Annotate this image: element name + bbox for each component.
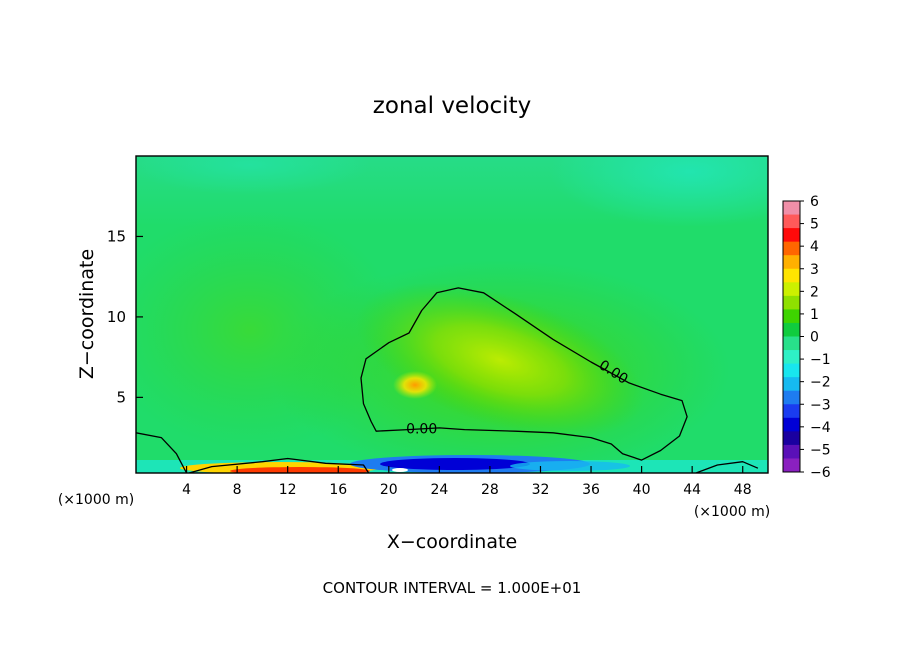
chart-title: zonal velocity bbox=[373, 93, 531, 119]
surface-blue-deep bbox=[380, 458, 530, 470]
x-tick-label: 44 bbox=[683, 482, 701, 498]
colorbar-tick-label: −2 bbox=[810, 375, 831, 391]
x-tick-label: 4 bbox=[182, 482, 191, 498]
colorbar: 6 5 4 3 2 1 0 −1 −2 −3 −4 −5 −6 bbox=[782, 194, 831, 481]
x-unit-right: (×1000 m) bbox=[694, 504, 770, 520]
colorbar-tick-label: 2 bbox=[810, 284, 819, 300]
y-tick-label: 5 bbox=[116, 388, 126, 406]
colorbar-swatch bbox=[783, 241, 800, 256]
colorbar-swatch bbox=[783, 255, 800, 270]
x-tick-label: 24 bbox=[430, 482, 448, 498]
x-tick-label: 16 bbox=[329, 482, 347, 498]
colorbar-swatch bbox=[783, 295, 800, 310]
surface-red-strip bbox=[230, 467, 370, 473]
field-green-core bbox=[355, 282, 645, 438]
colorbar-tick-label: −4 bbox=[810, 420, 831, 436]
colorbar-tick-label: 1 bbox=[810, 307, 819, 323]
colorbar-tick-label: 0 bbox=[810, 330, 819, 346]
colorbar-swatch bbox=[783, 336, 800, 351]
surface-blue-fringe bbox=[510, 461, 630, 471]
field-hot-spot bbox=[393, 371, 437, 399]
contour-line bbox=[360, 287, 688, 461]
x-unit-left: (×1000 m) bbox=[58, 492, 134, 508]
colorbar-tick-label: 5 bbox=[810, 217, 819, 233]
colorbar-swatch bbox=[783, 404, 800, 419]
y-axis-ticks: 5 10 15 bbox=[107, 227, 143, 406]
x-tick-label: 36 bbox=[582, 482, 600, 498]
colorbar-swatch bbox=[783, 201, 800, 216]
x-tick-label: 8 bbox=[233, 482, 242, 498]
colorbar-swatch bbox=[783, 309, 800, 324]
x-tick-label: 12 bbox=[279, 482, 297, 498]
colorbar-swatch bbox=[783, 214, 800, 229]
colorbar-tick-label: −5 bbox=[810, 442, 831, 458]
contour-line bbox=[188, 457, 370, 473]
colorbar-swatch bbox=[783, 322, 800, 337]
x-tick-label: 40 bbox=[633, 482, 651, 498]
colorbar-swatch bbox=[783, 417, 800, 432]
x-axis-ticks: 4 8 12 16 20 24 28 32 36 40 44 48 bbox=[182, 466, 752, 498]
contour-interval-note: CONTOUR INTERVAL = 1.000E+01 bbox=[323, 579, 582, 597]
colorbar-swatch bbox=[783, 268, 800, 283]
x-tick-label: 32 bbox=[532, 482, 550, 498]
colorbar-swatch bbox=[783, 282, 800, 297]
x-tick-label: 48 bbox=[734, 482, 752, 498]
contour-line bbox=[136, 432, 188, 473]
y-tick-label: 10 bbox=[107, 308, 126, 326]
colorbar-swatch bbox=[783, 363, 800, 378]
contour-lines bbox=[136, 287, 759, 473]
colorbar-tick-label: −1 bbox=[810, 352, 831, 368]
colorbar-tick-label: 6 bbox=[810, 194, 819, 210]
colorbar-tick-label: −3 bbox=[810, 397, 831, 413]
colorbar-swatch bbox=[783, 390, 800, 405]
field-cyan-patch-right bbox=[550, 156, 768, 227]
field-cyan-patch-left bbox=[136, 156, 370, 195]
y-tick-label: 15 bbox=[107, 227, 126, 245]
colorbar-swatch bbox=[783, 377, 800, 392]
contour-label: 0.00 bbox=[406, 422, 437, 438]
plot-frame bbox=[135, 155, 769, 474]
heatmap-field bbox=[136, 156, 768, 473]
colorbar-tick-label: −6 bbox=[810, 465, 831, 481]
surface-white-spot bbox=[392, 468, 408, 472]
colorbar-swatch bbox=[783, 228, 800, 243]
contour-line bbox=[695, 461, 759, 473]
colorbar-swatch bbox=[783, 444, 800, 459]
colorbar-tick-label: 3 bbox=[810, 262, 819, 278]
x-tick-label: 28 bbox=[481, 482, 499, 498]
x-tick-label: 20 bbox=[380, 482, 398, 498]
colorbar-swatch bbox=[783, 350, 800, 365]
colorbar-tick-label: 4 bbox=[810, 239, 819, 255]
colorbar-swatch bbox=[783, 431, 800, 446]
x-axis-title: X−coordinate bbox=[387, 531, 517, 553]
y-axis-title: Z−coordinate bbox=[76, 249, 98, 379]
colorbar-swatch bbox=[783, 458, 800, 473]
